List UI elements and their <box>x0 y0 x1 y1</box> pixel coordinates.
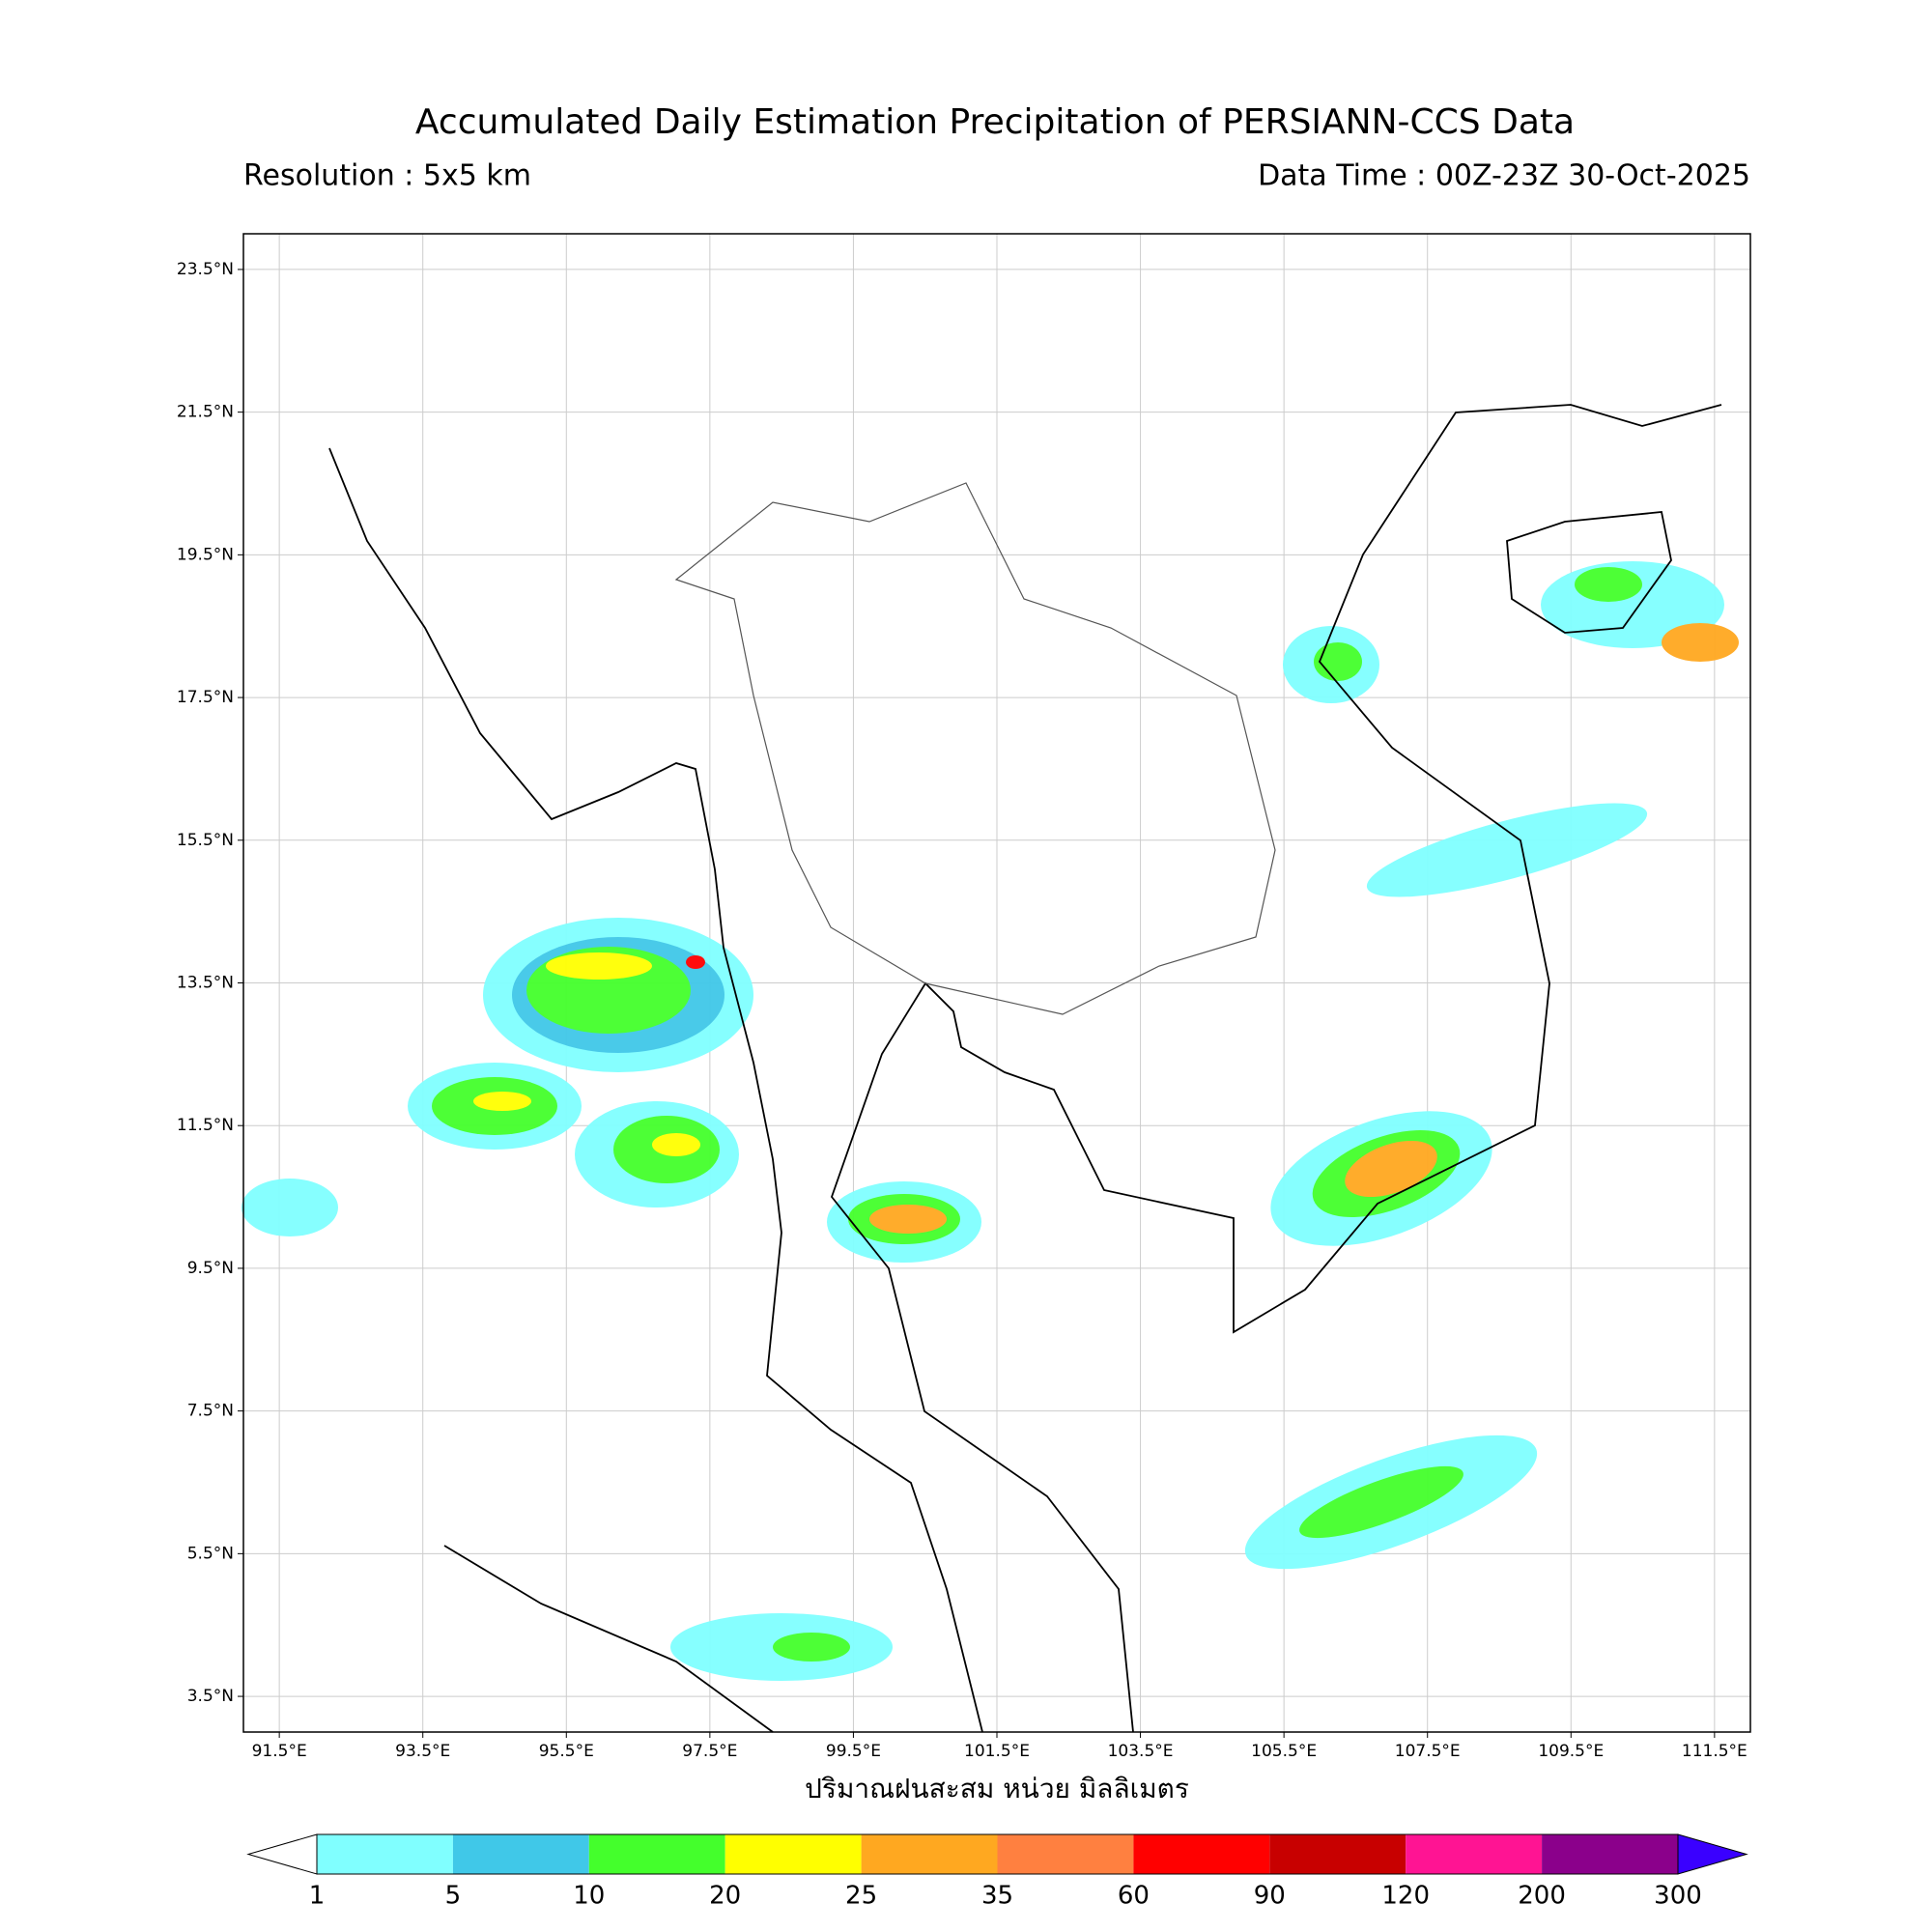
resolution: Resolution : 5x5 km <box>243 159 531 193</box>
colorbar-segment <box>1542 1834 1678 1874</box>
colorbar-label: 90 <box>1254 1882 1286 1911</box>
colorbar-label: 10 <box>573 1882 605 1911</box>
title: Accumulated Daily Estimation Precipitati… <box>415 102 1575 142</box>
lon-tick-label: 95.5°E <box>539 1742 594 1761</box>
map-frame <box>242 233 1751 1733</box>
lat-tick-label: 17.5°N <box>177 688 234 707</box>
x-axis-label: ปริมาณฝนสะสม หน่วย มิลลิเมตร <box>805 1773 1189 1804</box>
colorbar-label: 20 <box>709 1882 741 1911</box>
data-time: Data Time : 00Z-23Z 30-Oct-2025 <box>1258 159 1750 193</box>
lon-tick-label: 97.5°E <box>682 1742 737 1761</box>
colorbar-segment <box>452 1834 589 1874</box>
lon-tick-label: 111.5°E <box>1682 1742 1747 1761</box>
lat-tick-label: 5.5°N <box>187 1544 234 1563</box>
colorbar-frame <box>316 1833 1679 1875</box>
colorbar-segment <box>588 1834 725 1874</box>
colorbar-label: 60 <box>1118 1882 1150 1911</box>
lat-tick-label: 19.5°N <box>177 545 234 564</box>
lat-tick-label: 21.5°N <box>177 403 234 422</box>
colorbar-segment <box>1133 1834 1270 1874</box>
lat-tick-label: 7.5°N <box>187 1402 234 1421</box>
grid <box>238 234 1750 1738</box>
lon-tick-label: 91.5°E <box>252 1742 307 1761</box>
colorbar: 1 5 10 20 25 35 60 90 120 200 300 <box>246 1833 1748 1911</box>
lon-tick-label: 105.5°E <box>1251 1742 1317 1761</box>
lon-tick-label: 101.5°E <box>964 1742 1030 1761</box>
colorbar-segment <box>997 1834 1134 1874</box>
colorbar-label: 200 <box>1518 1882 1566 1911</box>
colorbar-over <box>1677 1833 1748 1875</box>
lon-tick-label: 103.5°E <box>1108 1742 1174 1761</box>
lon-tick-label: 93.5°E <box>395 1742 450 1761</box>
lat-tick-label: 3.5°N <box>187 1687 234 1706</box>
lat-tick-label: 9.5°N <box>187 1259 234 1278</box>
lat-tick-label: 15.5°N <box>177 831 234 850</box>
colorbar-label: 35 <box>981 1882 1013 1911</box>
lat-tick-label: 23.5°N <box>177 260 234 279</box>
colorbar-label: 25 <box>845 1882 877 1911</box>
colorbar-segment <box>1269 1834 1406 1874</box>
colorbar-segment <box>861 1834 998 1874</box>
colorbar-label: 120 <box>1381 1882 1430 1911</box>
lon-tick-label: 99.5°E <box>826 1742 881 1761</box>
precipitation <box>242 561 1739 1681</box>
lon-tick-label: 107.5°E <box>1395 1742 1461 1761</box>
coastlines <box>328 404 1722 1733</box>
colorbar-label: 1 <box>309 1882 326 1911</box>
colorbar-segment <box>317 1834 453 1874</box>
lat-tick-label: 11.5°N <box>177 1116 234 1135</box>
lat-tick-label: 13.5°N <box>177 974 234 993</box>
lon-tick-label: 109.5°E <box>1538 1742 1604 1761</box>
colorbar-segment <box>724 1834 862 1874</box>
colorbar-label: 300 <box>1654 1882 1702 1911</box>
colorbar-segment <box>1406 1834 1543 1874</box>
colorbar-label: 5 <box>445 1882 462 1911</box>
colorbar-under <box>246 1833 318 1875</box>
